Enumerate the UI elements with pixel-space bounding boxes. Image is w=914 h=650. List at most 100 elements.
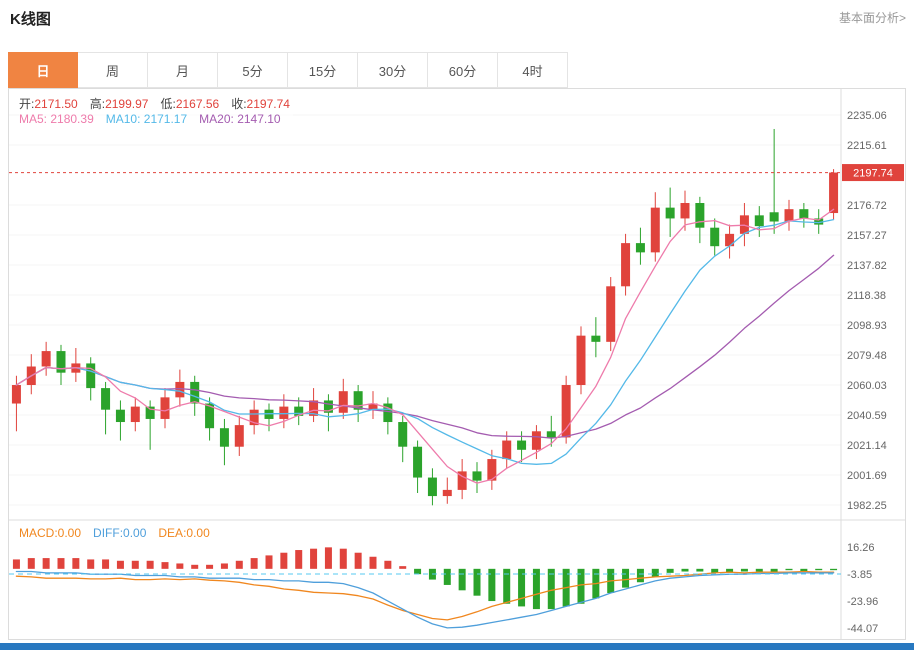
candle — [754, 206, 764, 237]
candle — [769, 128, 779, 234]
candle — [219, 418, 229, 466]
diff-label: DIFF: — [93, 526, 124, 540]
tab-5min[interactable]: 5分 — [218, 52, 288, 88]
macd-bar — [414, 568, 422, 575]
tab-60min[interactable]: 60分 — [428, 52, 498, 88]
macd-bar — [503, 568, 511, 604]
candle — [561, 375, 571, 444]
dea-label: DEA: — [158, 526, 187, 540]
low-label: 低: — [160, 97, 176, 111]
macd-bar — [146, 560, 154, 569]
gridlines — [9, 114, 841, 506]
candle — [784, 199, 794, 231]
macd-bar — [280, 552, 288, 569]
macd-bar — [636, 568, 644, 583]
macd-bar — [399, 566, 407, 569]
candle — [472, 462, 482, 493]
tab-15min[interactable]: 15分 — [288, 52, 358, 88]
tab-week[interactable]: 周 — [78, 52, 148, 88]
candle — [814, 209, 824, 234]
candle — [368, 391, 378, 419]
macd-bar — [726, 568, 734, 573]
candle — [398, 415, 408, 463]
candle — [576, 326, 586, 395]
fundamental-analysis-link[interactable]: 基本面分析> — [838, 11, 906, 25]
macd-bar — [815, 568, 823, 571]
macd-bar — [72, 558, 80, 569]
diff-line — [15, 570, 835, 629]
bottom-section-bar — [0, 643, 914, 650]
svg-text:2197.74: 2197.74 — [853, 168, 893, 180]
macd-bar — [12, 559, 20, 569]
price-tick-label: 2098.93 — [847, 320, 887, 332]
candle — [650, 192, 660, 262]
candle — [635, 227, 645, 265]
macd-bar — [161, 562, 169, 569]
macd-bar — [666, 568, 674, 573]
candle — [145, 400, 155, 450]
candle — [487, 449, 497, 490]
ma10-value: 2171.17 — [143, 112, 188, 126]
macd-bar — [116, 560, 124, 569]
macd-bar — [681, 568, 689, 572]
candle — [427, 468, 437, 506]
macd-bar — [206, 564, 214, 569]
macd-bar — [265, 555, 273, 569]
macd-bar — [830, 568, 838, 571]
price-tick-label: 2176.72 — [847, 200, 887, 212]
tab-month[interactable]: 月 — [148, 52, 218, 88]
close-pair: 收:2197.74 — [231, 97, 290, 111]
close-label: 收: — [231, 97, 247, 111]
candle — [606, 277, 616, 352]
tab-day[interactable]: 日 — [8, 52, 78, 88]
macd-bar — [651, 568, 659, 577]
ma5-value: 2180.39 — [50, 112, 94, 126]
candle — [710, 218, 720, 256]
candle — [309, 388, 319, 423]
tab-4hour[interactable]: 4时 — [498, 52, 568, 88]
candle — [413, 440, 423, 493]
macd-bar — [458, 568, 466, 591]
macd-tick-label: 16.26 — [847, 542, 875, 554]
macd-bar — [384, 560, 392, 569]
tab-30min[interactable]: 30分 — [358, 52, 428, 88]
macd-bar — [800, 568, 808, 572]
macd-label: MACD: — [19, 526, 58, 540]
macd-bar — [696, 568, 704, 572]
price-axis: 2235.06 2215.61 2176.72 2157.27 2137.82 2118.… — [847, 110, 887, 512]
ma10-legend: MA10: 2171.17 — [106, 112, 187, 126]
price-tick-label: 2001.69 — [847, 470, 887, 482]
high-label: 高: — [89, 97, 106, 111]
price-tick-label: 2060.03 — [847, 380, 887, 392]
macd-bar — [131, 560, 139, 569]
price-tick-label: 2040.59 — [847, 410, 887, 422]
low-pair: 低:2167.56 — [160, 97, 219, 111]
candle — [546, 415, 556, 447]
ohlc-legend: 开:2171.50 高:2199.97 低:2167.56 收:2197.74 — [19, 95, 302, 112]
candle — [205, 397, 215, 441]
low-value: 2167.56 — [175, 97, 220, 111]
candle — [264, 403, 274, 432]
candle — [71, 347, 81, 382]
macd-bar — [785, 568, 793, 571]
candlestick-chart[interactable]: 2235.06 2215.61 2176.72 2157.27 2137.82 2118.… — [9, 89, 905, 639]
open-label: 开: — [19, 97, 35, 111]
candle — [130, 397, 140, 432]
candles-group — [11, 128, 839, 506]
candle — [591, 317, 601, 358]
ma20-label: MA20: — [199, 112, 234, 126]
ma5-label: MA5: — [19, 112, 48, 126]
chart-panel: 开:2171.50 高:2199.97 低:2167.56 收:2197.74 MA5… — [8, 88, 906, 640]
ma10-line — [15, 218, 835, 465]
dea-line — [15, 570, 835, 621]
candle — [383, 397, 393, 435]
dea-value: 0.00 — [186, 526, 210, 540]
ma20-legend: MA20: 2147.10 — [199, 112, 280, 126]
candle — [695, 196, 705, 244]
diff-value: 0.00 — [123, 526, 147, 540]
high-value: 2199.97 — [105, 97, 149, 111]
candle — [457, 459, 467, 500]
macd-axis: 16.26 -3.85 -23.96 -44.07 — [847, 542, 878, 635]
macd-bar — [57, 558, 65, 569]
candle — [338, 378, 348, 419]
